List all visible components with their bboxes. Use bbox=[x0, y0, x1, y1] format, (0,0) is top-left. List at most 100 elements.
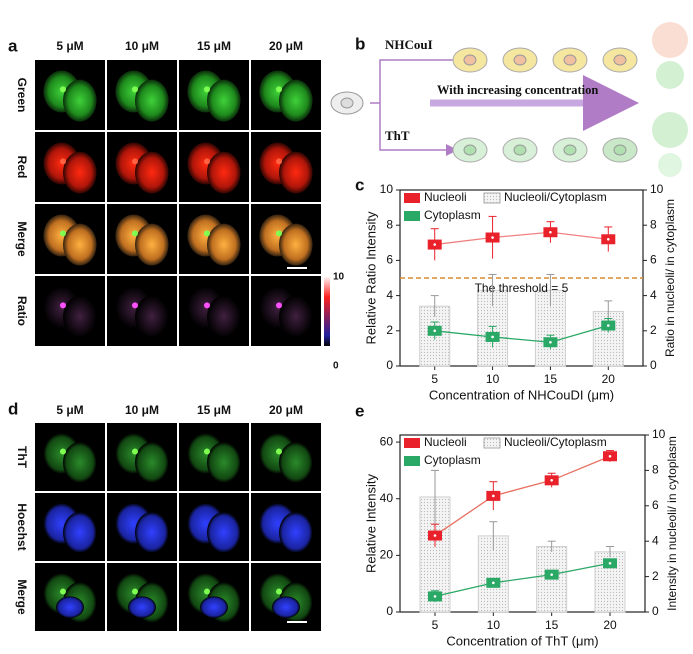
nucleolus bbox=[132, 86, 138, 93]
y2-tick-label: 8 bbox=[652, 463, 659, 477]
panel-label: a bbox=[8, 36, 18, 55]
y2-tick-label: 8 bbox=[650, 217, 657, 231]
y-tick-label: 6 bbox=[386, 253, 393, 267]
y-tick-label: 10 bbox=[380, 182, 394, 196]
series-line bbox=[434, 562, 611, 598]
threshold-label: The threshold = 5 bbox=[475, 281, 569, 295]
legend-swatch bbox=[483, 437, 501, 449]
legend-swatch bbox=[404, 456, 420, 466]
nucleolus bbox=[132, 230, 138, 237]
point-center bbox=[549, 230, 552, 234]
x-axis-label: Concentration of ThT (μm) bbox=[446, 633, 598, 648]
row-label: Red bbox=[15, 156, 29, 179]
nucleolus bbox=[276, 230, 282, 237]
nucleolus bbox=[132, 448, 138, 455]
cell bbox=[207, 223, 241, 266]
nucleus bbox=[513, 144, 527, 156]
x-tick-label: 5 bbox=[431, 372, 438, 386]
x-tick-label: 20 bbox=[603, 618, 617, 632]
y2-tick-label: 2 bbox=[650, 323, 657, 337]
y2-tick-label: 4 bbox=[650, 288, 657, 302]
panel-label: d bbox=[8, 399, 18, 418]
glow bbox=[656, 61, 684, 89]
cell bbox=[135, 79, 169, 122]
point-center bbox=[433, 243, 437, 246]
legend-label: Nucleoli bbox=[424, 190, 467, 204]
cell bbox=[279, 442, 313, 483]
x-tick-label: 15 bbox=[544, 372, 558, 386]
y2-tick-label: 2 bbox=[652, 569, 659, 583]
cell bbox=[279, 223, 313, 266]
point-center bbox=[492, 494, 495, 498]
cell bbox=[279, 151, 313, 194]
column-label: 10 μM bbox=[125, 403, 159, 417]
x-tick-label: 10 bbox=[487, 618, 501, 632]
cell bbox=[135, 151, 169, 194]
cell bbox=[63, 151, 97, 194]
nucleus bbox=[200, 596, 228, 619]
y-tick-label: 2 bbox=[386, 323, 393, 337]
nucleus bbox=[613, 144, 627, 156]
nucleolus bbox=[204, 302, 210, 309]
y2-tick-label: 10 bbox=[650, 182, 664, 196]
colorbar-label: 10 bbox=[333, 272, 345, 283]
nucleolus bbox=[60, 230, 66, 237]
point-center bbox=[550, 573, 553, 576]
panel-label: c bbox=[355, 175, 364, 194]
cell bbox=[207, 295, 241, 338]
nucleolus bbox=[276, 448, 282, 455]
cell bbox=[63, 79, 97, 122]
probe-label: NHCouI bbox=[385, 37, 433, 52]
probe-label: ThT bbox=[385, 128, 410, 143]
cell bbox=[207, 79, 241, 122]
nucleolus bbox=[60, 448, 66, 455]
series-line bbox=[434, 324, 609, 343]
diagram bbox=[330, 59, 639, 150]
nucleolus bbox=[204, 230, 210, 237]
legend-label: Cytoplasm bbox=[424, 453, 481, 467]
row-label: Merge bbox=[15, 221, 29, 257]
legend-swatch bbox=[483, 192, 501, 204]
nucleolus bbox=[204, 588, 210, 595]
cell bbox=[279, 512, 313, 553]
x-tick-label: 20 bbox=[602, 372, 616, 386]
plot-frame bbox=[399, 434, 646, 613]
legend-label: Nucleoli/Cytoplasm bbox=[504, 435, 607, 449]
point-center bbox=[606, 324, 610, 327]
legend-swatch bbox=[404, 438, 420, 448]
point-center bbox=[608, 454, 612, 458]
column-label: 5 μM bbox=[56, 39, 83, 53]
nucleus bbox=[463, 144, 477, 156]
cell bbox=[279, 295, 313, 338]
nucleolus bbox=[60, 86, 66, 93]
nucleolus bbox=[132, 302, 138, 309]
y2-axis-label: Intensity in nucleoli/ in cytoplasm bbox=[665, 436, 679, 611]
nucleolus bbox=[276, 86, 282, 93]
column-label: 20 μM bbox=[269, 403, 303, 417]
point-center bbox=[491, 335, 494, 339]
cell bbox=[63, 442, 97, 483]
nucleus bbox=[128, 596, 156, 619]
nucleus bbox=[56, 596, 84, 619]
cell bbox=[63, 223, 97, 266]
point-center bbox=[549, 340, 552, 344]
y2-tick-label: 10 bbox=[652, 427, 666, 441]
nucleus bbox=[272, 596, 300, 619]
panel-label: e bbox=[355, 401, 364, 420]
nucleolus bbox=[204, 86, 210, 93]
y-tick-label: 8 bbox=[386, 217, 393, 231]
cell bbox=[63, 295, 97, 338]
cell bbox=[63, 512, 97, 553]
row-label: Merge bbox=[15, 579, 29, 615]
y-axis-label: Relative Ratio Intensity bbox=[363, 211, 378, 344]
series-line bbox=[434, 455, 611, 537]
column-label: 20 μM bbox=[269, 39, 303, 53]
legend-swatch bbox=[404, 193, 420, 203]
row-label: Hoechst bbox=[15, 503, 29, 550]
legend-label: Nucleoli bbox=[424, 435, 467, 449]
point-center bbox=[491, 236, 494, 239]
y-tick-label: 4 bbox=[386, 288, 393, 302]
x-tick-label: 15 bbox=[545, 618, 559, 632]
nucleolus bbox=[60, 302, 66, 309]
cell bbox=[135, 223, 169, 266]
